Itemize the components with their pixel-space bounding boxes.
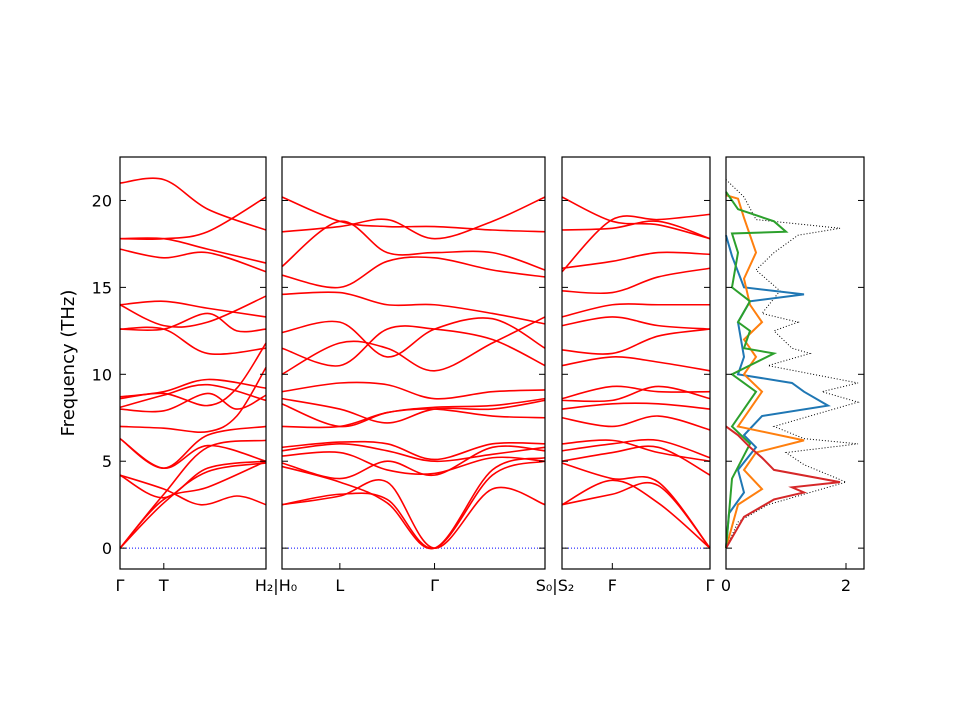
phonon-band-1 <box>119 460 267 549</box>
phonon-band-14 <box>561 303 710 318</box>
phonon-band-16 <box>281 256 546 289</box>
x-tick-label: S₀|S₂ <box>536 576 575 595</box>
phonon-band-8 <box>281 408 546 429</box>
phonon-band-4 <box>119 474 267 506</box>
phonon-band-18 <box>561 196 711 240</box>
dos-series-5 <box>725 425 841 549</box>
y-tick-label: 15 <box>92 278 112 297</box>
phonon-band-11 <box>561 356 711 372</box>
phonon-band-6 <box>561 439 711 463</box>
phonon-band-13 <box>281 325 546 367</box>
phonon-band-5 <box>561 438 711 459</box>
phonon-band-5 <box>119 460 267 499</box>
phonon-band-12 <box>561 328 711 355</box>
band-panel-segment-2: L Γ S₀|S₂ <box>281 156 575 595</box>
x-tick-label: L <box>335 576 344 595</box>
phonon-band-1 <box>281 479 546 549</box>
phonon-band-17 <box>119 248 267 273</box>
band-panel-segment-1: Γ T H₂|H₀ 0 5 10 15 20 <box>92 156 297 595</box>
x-tick-label: Γ <box>706 576 715 595</box>
y-tick-label: 20 <box>92 191 112 210</box>
phonon-band-6 <box>281 443 546 463</box>
phonon-band-18 <box>119 237 267 264</box>
phonon-band-8 <box>561 402 711 410</box>
phonon-band-4 <box>281 445 546 480</box>
y-tick-label: 5 <box>102 452 112 471</box>
panel-frame <box>281 156 546 570</box>
dos-x-tick-label: 2 <box>841 576 851 595</box>
x-tick-label: Γ <box>430 576 439 595</box>
dos-series-2 <box>725 234 831 549</box>
phonon-band-6 <box>119 437 267 469</box>
dos-x-tick-label: 0 <box>721 576 731 595</box>
x-tick-label: Γ <box>116 576 125 595</box>
phonon-band-19 <box>281 196 546 233</box>
panel-frame <box>119 156 267 570</box>
phonon-band-3 <box>119 439 267 549</box>
phonon-band-10 <box>561 385 711 400</box>
phonon-band-17 <box>281 220 546 271</box>
phonon-band-10 <box>281 397 546 424</box>
phonon-band-13 <box>119 326 267 355</box>
phonon-band-9 <box>119 392 267 413</box>
y-tick-label: 10 <box>92 365 112 384</box>
phonon-band-4 <box>561 445 711 476</box>
phonon-band-2 <box>119 462 267 549</box>
phonon-band-10 <box>119 383 267 409</box>
phonon-band-15 <box>281 291 546 325</box>
phonon-band-7 <box>119 425 267 469</box>
phonon-band-19 <box>119 196 267 241</box>
phonon-band-14 <box>119 312 267 333</box>
phonon-band-2 <box>561 479 711 549</box>
x-tick-label: T <box>158 576 169 595</box>
panel-frame <box>561 156 711 570</box>
dos-series-4 <box>725 191 789 549</box>
phonon-band-19 <box>561 213 711 273</box>
x-tick-label: F <box>608 576 617 595</box>
phonon-band-8 <box>119 366 267 433</box>
phonon-band-11 <box>281 381 546 400</box>
phonon-band-15 <box>561 267 711 295</box>
dos-panel-frame <box>725 156 865 570</box>
y-axis-title: Frequency (THz) <box>58 290 79 437</box>
dos-series-1 <box>725 179 860 549</box>
phonon-band-3 <box>281 456 546 550</box>
phonon-band-2 <box>281 460 546 549</box>
phonon-band-7 <box>281 440 546 461</box>
phonon-band-14 <box>281 317 546 358</box>
phonon-band-15 <box>119 300 267 318</box>
phonon-band-3 <box>561 462 711 549</box>
phonon-band-13 <box>561 316 711 330</box>
phonon-band-9 <box>281 397 546 428</box>
phonon-band-16 <box>119 295 267 328</box>
x-tick-label: H₂|H₀ <box>255 576 297 595</box>
phonon-band-18 <box>281 196 546 240</box>
y-tick-label: 0 <box>102 539 112 558</box>
phonon-band-20 <box>119 177 267 231</box>
phonon-band-7 <box>561 415 711 431</box>
phonon-band-5 <box>281 451 546 475</box>
phonon-band-12 <box>281 316 546 376</box>
phonon-band-12 <box>119 378 267 398</box>
phonon-band-16 <box>561 251 711 270</box>
